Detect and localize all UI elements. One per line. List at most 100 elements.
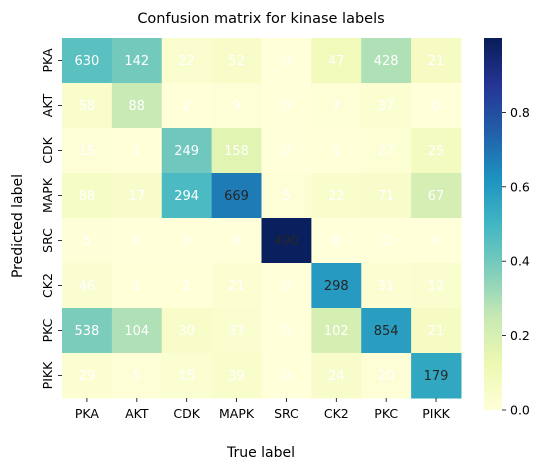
cell-value-label: 37 bbox=[228, 324, 245, 339]
heatmap-cell bbox=[111, 173, 163, 219]
y-tick-label: PKA bbox=[40, 48, 55, 73]
heatmap-cells bbox=[62, 38, 462, 399]
cell-value-label: 5 bbox=[282, 189, 290, 204]
cell-value-label: 294 bbox=[174, 189, 199, 204]
y-axis-label: Predicted label bbox=[10, 174, 26, 278]
heatmap-cell bbox=[62, 128, 113, 174]
cell-value-label: 31 bbox=[378, 279, 395, 294]
cell-value-label: 669 bbox=[224, 189, 249, 204]
chart-title: Confusion matrix for kinase labels bbox=[137, 11, 384, 27]
cell-value-label: 2 bbox=[183, 279, 191, 294]
heatmap-cell bbox=[161, 218, 213, 264]
heatmap-cell bbox=[62, 38, 113, 84]
cell-value-label: 0 bbox=[282, 369, 290, 384]
heatmap-cell bbox=[261, 38, 312, 84]
x-tick-label: CDK bbox=[173, 406, 200, 421]
cell-value-label: 0 bbox=[332, 234, 340, 249]
y-tick-label: MAPK bbox=[40, 177, 55, 213]
cell-value-label: 538 bbox=[75, 324, 100, 339]
heatmap-cell bbox=[161, 83, 213, 129]
colorbar-tick-label: 0.0 bbox=[510, 403, 530, 418]
cell-value-label: 7 bbox=[332, 99, 340, 114]
cell-value-label: 39 bbox=[228, 369, 245, 384]
cell-value-label: 71 bbox=[378, 189, 395, 204]
cell-value-label: 0 bbox=[282, 279, 290, 294]
cell-value-label: 37 bbox=[378, 99, 395, 114]
colorbar-tick-label: 0.8 bbox=[510, 105, 530, 120]
y-tick-label: SRC bbox=[40, 228, 55, 253]
heatmap-cell bbox=[211, 173, 262, 219]
colorbar-ticks: 0.0 0.2 0.4 0.6 0.8 bbox=[502, 105, 530, 418]
cell-value-label: 30 bbox=[178, 324, 195, 339]
heatmap-cell bbox=[62, 308, 113, 354]
heatmap-cell bbox=[111, 128, 163, 174]
cell-value-label: 142 bbox=[124, 54, 149, 69]
x-tick-label: PIKK bbox=[422, 406, 450, 421]
heatmap-cell bbox=[411, 353, 462, 399]
heatmap-cell bbox=[261, 83, 312, 129]
heatmap-cell bbox=[261, 128, 312, 174]
x-tick-label: AKT bbox=[125, 406, 149, 421]
cell-value-label: 27 bbox=[378, 144, 395, 159]
cell-value-label: 104 bbox=[124, 324, 149, 339]
cell-value-label: 1 bbox=[332, 144, 340, 159]
cell-value-label: 21 bbox=[428, 324, 445, 339]
heatmap-cell bbox=[261, 263, 312, 309]
heatmap-cell bbox=[361, 173, 412, 219]
heatmap-cell bbox=[411, 38, 462, 84]
cell-value-label: 2 bbox=[183, 99, 191, 114]
cell-value-label: 0 bbox=[232, 234, 240, 249]
heatmap-cell bbox=[261, 353, 312, 399]
cell-value-label: 630 bbox=[75, 54, 100, 69]
cell-value-label: 428 bbox=[374, 54, 399, 69]
heatmap-cell bbox=[361, 38, 412, 84]
heatmap-cell bbox=[111, 218, 163, 264]
heatmap-cell bbox=[211, 38, 262, 84]
colorbar bbox=[484, 38, 502, 410]
heatmap-cell bbox=[111, 263, 163, 309]
heatmap-cell bbox=[411, 173, 462, 219]
y-tick-label: CK2 bbox=[40, 273, 55, 298]
cell-value-label: 179 bbox=[424, 369, 449, 384]
cell-value-label: 1 bbox=[133, 279, 141, 294]
cell-value-label: 52 bbox=[228, 54, 245, 69]
heatmap-cell bbox=[62, 83, 113, 129]
cell-value-label: 29 bbox=[79, 369, 96, 384]
cell-value-label: 0 bbox=[133, 234, 141, 249]
x-axis-label: True label bbox=[226, 445, 295, 461]
heatmap-cell bbox=[261, 308, 312, 354]
heatmap-cell bbox=[111, 38, 163, 84]
cell-value-label: 0 bbox=[282, 54, 290, 69]
cell-value-label: 25 bbox=[428, 144, 445, 159]
y-tick-label: PIKK bbox=[40, 361, 55, 389]
cell-value-label: 0 bbox=[183, 234, 191, 249]
colorbar-tick-label: 0.2 bbox=[510, 328, 530, 343]
heatmap-cell bbox=[211, 218, 262, 264]
heatmap-cell bbox=[62, 353, 113, 399]
heatmap-cell bbox=[311, 353, 362, 399]
heatmap-cell bbox=[161, 353, 213, 399]
y-tick-label: CDK bbox=[40, 136, 55, 163]
x-tick-label: PKC bbox=[374, 406, 398, 421]
heatmap-cell bbox=[361, 308, 412, 354]
heatmap-cell bbox=[111, 353, 163, 399]
cell-value-label: 1 bbox=[133, 144, 141, 159]
heatmap-cell bbox=[161, 263, 213, 309]
cell-value-label: 21 bbox=[228, 279, 245, 294]
heatmap-cell bbox=[261, 173, 312, 219]
cell-value-label: 15 bbox=[79, 144, 96, 159]
heatmap-cell bbox=[411, 83, 462, 129]
cell-value-label: 5 bbox=[83, 234, 91, 249]
cell-value-label: 249 bbox=[174, 144, 199, 159]
heatmap-cell bbox=[311, 83, 362, 129]
heatmap-cell bbox=[211, 308, 262, 354]
heatmap-cell bbox=[411, 128, 462, 174]
cell-value-label: 0 bbox=[282, 324, 290, 339]
heatmap-cell bbox=[211, 263, 262, 309]
heatmap-cell bbox=[161, 128, 213, 174]
heatmap-cell bbox=[311, 218, 362, 264]
heatmap-cell bbox=[211, 83, 262, 129]
cell-value-label: 0 bbox=[282, 99, 290, 114]
heatmap-cell bbox=[311, 308, 362, 354]
